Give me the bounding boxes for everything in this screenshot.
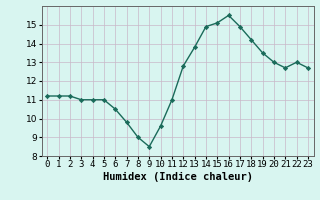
X-axis label: Humidex (Indice chaleur): Humidex (Indice chaleur) bbox=[103, 172, 252, 182]
